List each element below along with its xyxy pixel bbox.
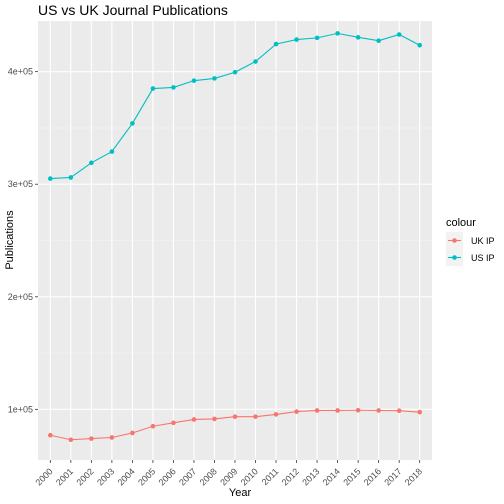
legend-label-us-ip: US IP <box>471 253 495 263</box>
major-gridlines <box>38 21 432 460</box>
x-tick-label: 2010 <box>239 466 260 487</box>
data-point-us-ip <box>355 35 361 40</box>
data-point-uk-ip <box>294 409 299 414</box>
data-point-uk-ip <box>48 432 53 438</box>
data-point-us-ip <box>314 35 320 41</box>
legend-label-uk-ip: UK IP <box>471 236 495 246</box>
y-tick-label: 3e+05 <box>8 179 33 189</box>
data-point-us-ip <box>417 42 422 48</box>
x-tick-label: 2015 <box>341 466 362 487</box>
data-point-us-ip <box>253 59 258 64</box>
x-tick-label: 2018 <box>403 466 424 487</box>
x-tick-label: 2001 <box>54 466 75 487</box>
data-point-uk-ip <box>273 412 279 417</box>
data-point-uk-ip <box>150 423 156 429</box>
x-tick-label: 2011 <box>260 466 281 487</box>
data-point-uk-ip <box>314 408 320 413</box>
y-tick-label: 4e+05 <box>8 67 33 77</box>
x-tick-label: 2016 <box>362 466 383 487</box>
data-point-us-ip <box>68 175 74 180</box>
data-point-uk-ip <box>191 417 197 422</box>
data-point-uk-ip <box>130 430 135 436</box>
x-tick-label: 2007 <box>177 466 198 487</box>
data-point-us-ip <box>212 76 217 81</box>
data-point-uk-ip <box>376 408 381 413</box>
x-tick-label: 2002 <box>75 466 96 487</box>
data-point-us-ip <box>273 41 279 47</box>
data-point-us-ip <box>376 38 381 43</box>
data-point-us-ip <box>191 78 197 83</box>
data-point-us-ip <box>109 149 115 154</box>
data-point-uk-ip <box>212 416 217 422</box>
data-point-uk-ip <box>89 436 94 441</box>
data-point-uk-ip <box>232 414 238 419</box>
legend-key-point-uk-ip <box>452 238 457 243</box>
data-point-us-ip <box>232 69 238 75</box>
x-tick-label: 2003 <box>95 466 116 487</box>
x-tick-label: 2005 <box>136 466 157 487</box>
x-tick-label: 2000 <box>33 466 54 487</box>
y-tick-label: 1e+05 <box>8 404 33 414</box>
data-point-us-ip <box>48 176 53 181</box>
x-tick-label: 2012 <box>280 466 301 487</box>
x-tick-label: 2013 <box>300 466 321 487</box>
y-axis: 1e+05 2e+05 3e+05 4e+05 <box>8 67 38 414</box>
data-point-us-ip <box>335 31 340 36</box>
legend-key-point-us-ip <box>452 255 457 260</box>
data-point-us-ip <box>89 160 94 166</box>
x-tick-label: 2009 <box>218 466 239 487</box>
x-tick-label: 2017 <box>382 466 403 487</box>
x-tick-label: 2014 <box>321 466 342 487</box>
x-tick-label: 2008 <box>198 466 219 487</box>
x-axis: 2000 2001 2002 2003 2004 2005 2006 2007 2008 2009… <box>33 460 424 488</box>
data-point-uk-ip <box>68 437 74 443</box>
data-point-uk-ip <box>417 409 422 415</box>
data-point-uk-ip <box>253 414 258 419</box>
data-point-us-ip <box>150 86 156 91</box>
data-point-uk-ip <box>109 435 115 440</box>
data-point-us-ip <box>294 37 299 42</box>
legend-title: colour <box>446 217 476 229</box>
data-point-uk-ip <box>355 407 361 413</box>
x-tick-label: 2004 <box>116 466 137 487</box>
y-tick-label: 2e+05 <box>8 292 33 302</box>
x-axis-title: Year <box>229 487 252 499</box>
data-point-us-ip <box>171 85 176 90</box>
chart-title: US vs UK Journal Publications <box>38 2 228 18</box>
data-point-uk-ip <box>171 420 176 426</box>
data-point-uk-ip <box>335 408 340 413</box>
legend: colour UK IP US IP <box>446 217 495 266</box>
data-point-us-ip <box>130 121 135 126</box>
y-axis-title: Publications <box>4 210 16 270</box>
series-layer <box>48 31 422 443</box>
x-tick-label: 2006 <box>157 466 178 487</box>
legend-keys: UK IP US IP <box>446 232 495 266</box>
data-point-uk-ip <box>396 408 402 413</box>
data-point-us-ip <box>396 32 402 37</box>
